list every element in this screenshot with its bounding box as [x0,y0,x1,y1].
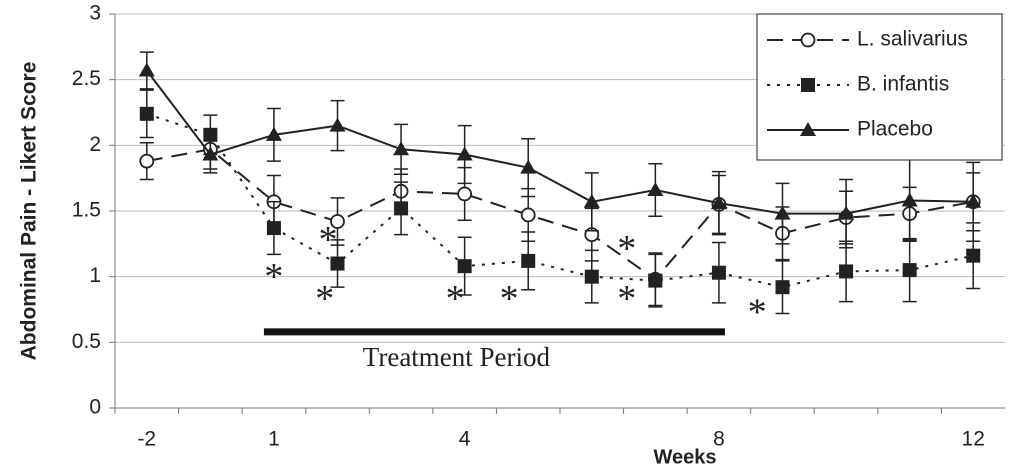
annotation: * [500,278,519,320]
marker [138,62,155,77]
marker [839,264,854,279]
y-axis-label: Abdominal Pain - Likert Score [18,62,41,361]
legend-marker [801,78,815,92]
series-line [145,69,974,215]
y-tick-label: 3 [89,2,101,25]
y-tick-label: 0.5 [72,330,101,353]
annotation: * [617,278,636,320]
treatment-label: Treatment Period [363,342,551,372]
y-tick-label: 1.5 [72,199,101,222]
marker [520,207,536,223]
marker [521,253,536,268]
series-line [146,112,974,289]
x-tick-label: 4 [459,428,471,451]
y-tick-label: 0 [89,396,101,419]
marker [265,126,282,141]
marker [266,221,281,236]
x-tick-label: 1 [268,428,280,451]
series-line [146,148,974,281]
marker [203,127,218,142]
legend-label: B. infantis [857,73,949,96]
marker [838,205,855,220]
marker [202,146,219,161]
x-tick-label: -2 [137,428,156,451]
marker [901,192,918,207]
marker [711,265,726,280]
marker [965,193,982,208]
marker [966,248,981,263]
legend-box [756,13,1003,161]
marker [456,146,473,161]
marker [647,181,664,196]
marker [710,195,727,210]
annotation: * [446,278,465,320]
marker [457,186,473,202]
marker [393,141,410,156]
x-tick-label: 8 [713,428,725,451]
marker [394,201,409,216]
legend-marker [800,32,816,48]
x-tick-label: 12 [962,428,985,451]
legend-label: L. salivarius [857,28,968,51]
marker [584,269,599,284]
marker [330,256,345,271]
marker [139,153,155,169]
marker [648,273,663,288]
y-tick-label: 2.5 [72,67,101,90]
x-axis-label: Weeks [653,446,716,468]
marker [457,259,472,274]
y-tick-label: 2 [89,133,101,156]
marker [329,117,346,132]
marker [330,214,345,229]
annotation: * [315,278,334,320]
annotation: * [617,228,636,270]
y-tick-label: 1 [89,264,101,287]
marker [774,205,791,220]
legend-label: Placebo [857,118,933,141]
annotation: * [318,219,337,261]
marker [775,280,790,295]
marker [902,263,917,278]
marker [583,193,600,208]
marker [139,106,154,121]
legend-marker [800,122,816,136]
annotation: * [748,291,767,333]
annotation: * [264,256,283,298]
marker [520,159,537,174]
